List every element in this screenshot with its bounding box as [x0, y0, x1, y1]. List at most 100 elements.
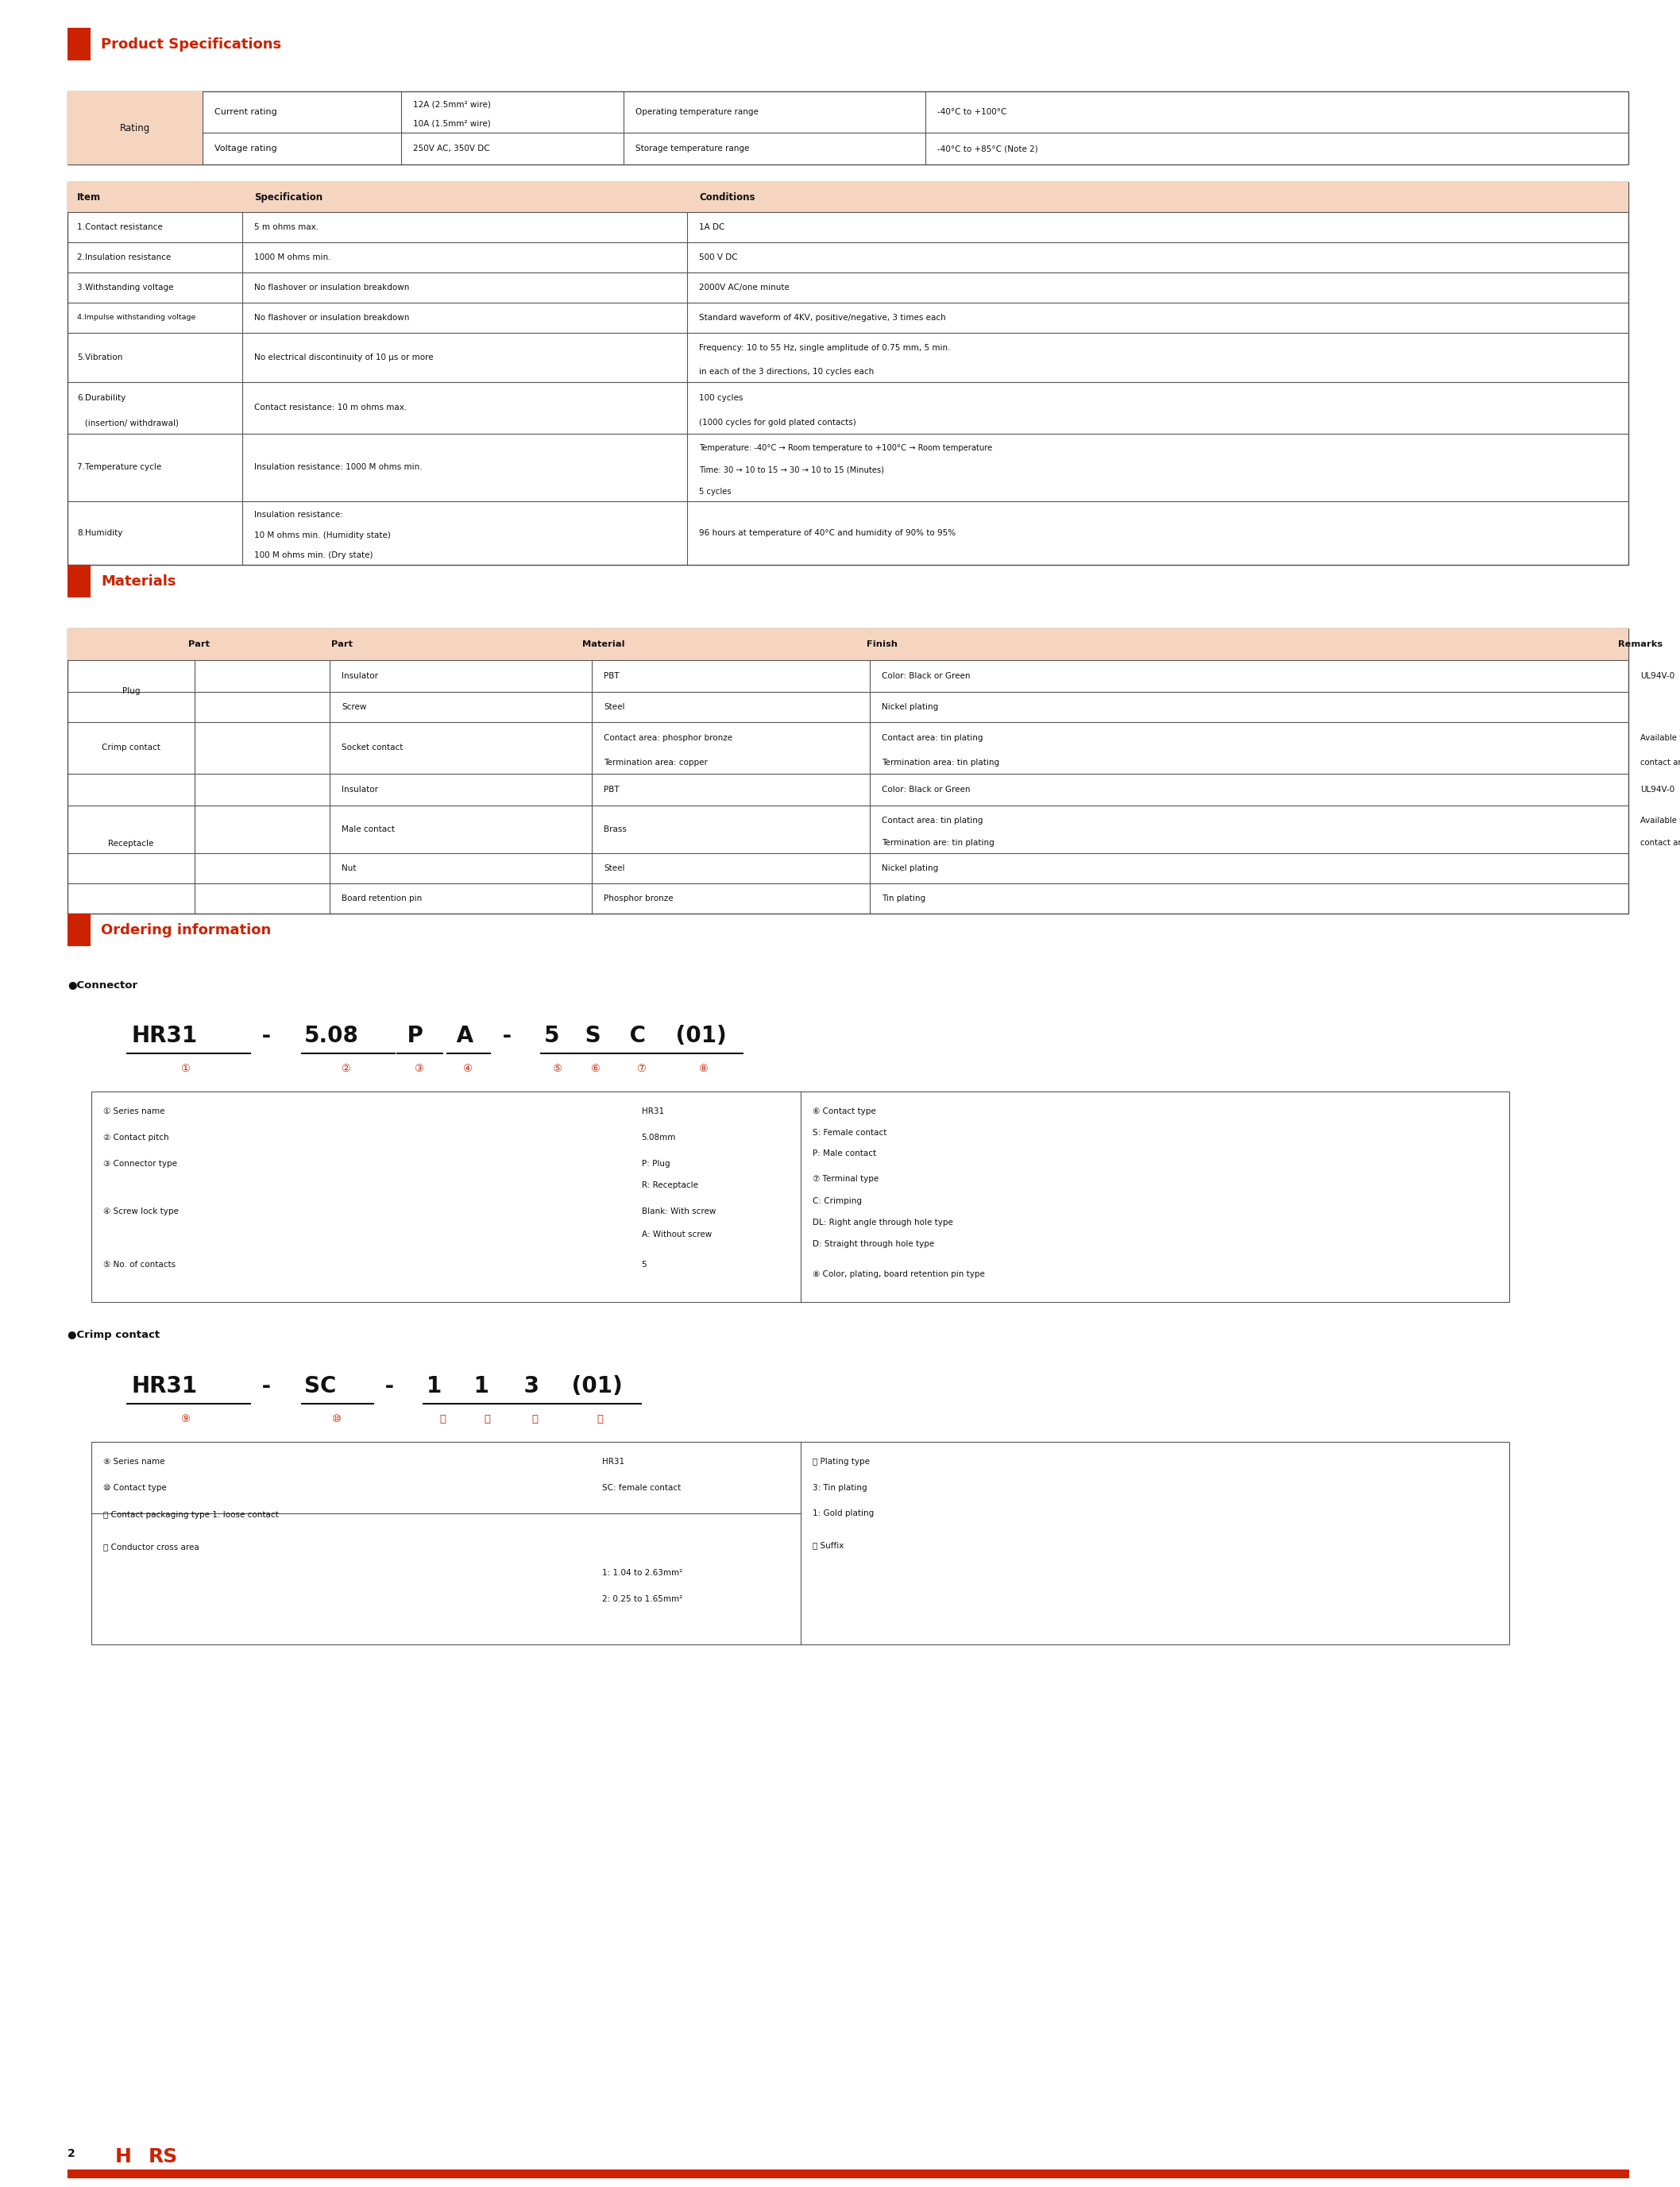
Text: (1000 cycles for gold plated contacts): (1000 cycles for gold plated contacts)	[699, 418, 857, 426]
Text: Insulation resistance: 1000 M ohms min.: Insulation resistance: 1000 M ohms min.	[254, 464, 422, 472]
Text: -40°C to +100°C: -40°C to +100°C	[937, 107, 1006, 116]
Text: No flashover or insulation breakdown: No flashover or insulation breakdown	[254, 284, 410, 291]
Text: S: Female contact: S: Female contact	[811, 1128, 887, 1137]
Text: C: Crimping: C: Crimping	[811, 1196, 862, 1205]
Text: Color: Black or Green: Color: Black or Green	[882, 785, 971, 794]
Text: Termination area: copper: Termination area: copper	[603, 759, 707, 768]
Text: D: Straight through hole type: D: Straight through hole type	[811, 1240, 934, 1249]
Text: SC: female contact: SC: female contact	[601, 1485, 680, 1492]
Text: Current rating: Current rating	[215, 107, 277, 116]
Text: Insulator: Insulator	[341, 785, 378, 794]
Text: 96 hours at temperature of 40°C and humidity of 90% to 95%: 96 hours at temperature of 40°C and humi…	[699, 529, 956, 538]
Text: 1: 1.04 to 2.63mm²: 1: 1.04 to 2.63mm²	[601, 1568, 682, 1577]
Text: 1: 1	[467, 1376, 489, 1397]
Text: -: -	[254, 1376, 279, 1397]
Text: Brass: Brass	[603, 824, 627, 833]
Text: 5 m ohms max.: 5 m ohms max.	[254, 223, 319, 232]
Text: Insulator: Insulator	[341, 671, 378, 680]
Text: R: Receptacle: R: Receptacle	[642, 1181, 697, 1190]
Text: ⑩ Contact type: ⑩ Contact type	[102, 1485, 166, 1492]
Text: Color: Black or Green: Color: Black or Green	[882, 671, 971, 680]
Text: Available with gold plating on: Available with gold plating on	[1640, 816, 1680, 824]
Text: Steel: Steel	[603, 864, 625, 873]
Text: SC: SC	[304, 1376, 336, 1397]
Text: Voltage rating: Voltage rating	[215, 144, 277, 153]
Text: ⑤ No. of contacts: ⑤ No. of contacts	[102, 1260, 176, 1268]
Text: Materials: Materials	[101, 575, 176, 588]
Text: ⑨: ⑨	[180, 1415, 190, 1424]
Text: ⑦ Terminal type: ⑦ Terminal type	[811, 1174, 879, 1183]
Text: Contact resistance: 10 m ohms max.: Contact resistance: 10 m ohms max.	[254, 405, 407, 411]
Text: 500 V DC: 500 V DC	[699, 254, 738, 262]
Text: Socket contact: Socket contact	[341, 744, 403, 752]
Text: 10 M ohms min. (Humidity state): 10 M ohms min. (Humidity state)	[254, 531, 391, 538]
Text: P: Plug: P: Plug	[642, 1159, 670, 1168]
Text: HR31: HR31	[601, 1459, 623, 1465]
Text: 7.Temperature cycle: 7.Temperature cycle	[77, 464, 161, 472]
Text: 100 M ohms min. (Dry state): 100 M ohms min. (Dry state)	[254, 551, 373, 560]
Text: 8.Humidity: 8.Humidity	[77, 529, 123, 538]
Text: 1000 M ohms min.: 1000 M ohms min.	[254, 254, 331, 262]
Text: Tin plating: Tin plating	[882, 894, 926, 903]
FancyBboxPatch shape	[67, 628, 1628, 660]
Text: (01): (01)	[669, 1026, 727, 1048]
Text: Rating: Rating	[119, 122, 150, 133]
Text: Contact area: tin plating: Contact area: tin plating	[882, 816, 983, 824]
FancyBboxPatch shape	[67, 564, 89, 597]
Text: contact area: contact area	[1640, 840, 1680, 846]
Text: ⑫: ⑫	[484, 1415, 491, 1424]
Text: (01): (01)	[564, 1376, 623, 1397]
Text: 5: 5	[642, 1260, 647, 1268]
Text: ⑦: ⑦	[637, 1065, 645, 1074]
Text: Available with gold plating on: Available with gold plating on	[1640, 735, 1680, 741]
Text: Screw: Screw	[341, 702, 366, 711]
Text: Standard waveform of 4KV, positive/negative, 3 times each: Standard waveform of 4KV, positive/negat…	[699, 313, 946, 321]
Text: -: -	[378, 1376, 402, 1397]
Text: ③ Connector type: ③ Connector type	[102, 1159, 176, 1168]
Text: ⑭ Suffix: ⑭ Suffix	[811, 1542, 843, 1548]
Text: 3: Tin plating: 3: Tin plating	[811, 1485, 867, 1492]
Text: 10A (1.5mm² wire): 10A (1.5mm² wire)	[413, 118, 491, 127]
Text: 2.Insulation resistance: 2.Insulation resistance	[77, 254, 171, 262]
Text: 5.08: 5.08	[304, 1026, 360, 1048]
Text: No flashover or insulation breakdown: No flashover or insulation breakdown	[254, 313, 410, 321]
Text: ⑫ Conductor cross area: ⑫ Conductor cross area	[102, 1542, 200, 1551]
Text: 6.Durability: 6.Durability	[77, 394, 126, 402]
Text: ② Contact pitch: ② Contact pitch	[102, 1133, 170, 1142]
Text: ⑧ Color, plating, board retention pin type: ⑧ Color, plating, board retention pin ty…	[811, 1271, 984, 1277]
Text: ⑪ Contact packaging type 1: loose contact: ⑪ Contact packaging type 1: loose contac…	[102, 1511, 279, 1520]
Text: HR31: HR31	[131, 1376, 197, 1397]
FancyBboxPatch shape	[67, 914, 89, 945]
Text: ① Series name: ① Series name	[102, 1107, 165, 1115]
Text: No electrical discontinuity of 10 μs or more: No electrical discontinuity of 10 μs or …	[254, 354, 433, 361]
Text: ⑨ Series name: ⑨ Series name	[102, 1459, 165, 1465]
Text: (insertion/ withdrawal): (insertion/ withdrawal)	[77, 418, 178, 426]
Text: 4.Impulse withstanding voltage: 4.Impulse withstanding voltage	[77, 315, 195, 321]
Text: Receptacle: Receptacle	[108, 840, 155, 849]
Text: A: A	[449, 1026, 474, 1048]
Text: S: S	[578, 1026, 601, 1048]
Text: Ordering information: Ordering information	[101, 923, 270, 938]
Text: PBT: PBT	[603, 785, 620, 794]
Text: 250V AC, 350V DC: 250V AC, 350V DC	[413, 144, 491, 153]
Text: Steel: Steel	[603, 702, 625, 711]
Text: 5: 5	[544, 1026, 559, 1048]
Text: 5 cycles: 5 cycles	[699, 488, 731, 496]
Text: ⑬ Plating type: ⑬ Plating type	[811, 1459, 869, 1465]
Text: Conditions: Conditions	[699, 192, 754, 201]
FancyBboxPatch shape	[67, 2170, 1628, 2178]
Text: Material: Material	[583, 641, 625, 647]
Text: 100 cycles: 100 cycles	[699, 394, 743, 402]
Text: Insulation resistance:: Insulation resistance:	[254, 510, 343, 518]
Text: ⑥ Contact type: ⑥ Contact type	[811, 1107, 875, 1115]
Text: Temperature: -40°C → Room temperature to +100°C → Room temperature: Temperature: -40°C → Room temperature to…	[699, 444, 993, 453]
Text: Remarks: Remarks	[1618, 641, 1663, 647]
Text: Storage temperature range: Storage temperature range	[635, 144, 749, 153]
Text: ④: ④	[462, 1065, 472, 1074]
Text: contact area: contact area	[1640, 759, 1680, 768]
Text: 1: Gold plating: 1: Gold plating	[811, 1509, 874, 1518]
Text: 5.08mm: 5.08mm	[642, 1133, 675, 1142]
Text: in each of the 3 directions, 10 cycles each: in each of the 3 directions, 10 cycles e…	[699, 367, 874, 376]
Text: RS: RS	[148, 2148, 178, 2167]
Text: ②: ②	[341, 1065, 349, 1074]
